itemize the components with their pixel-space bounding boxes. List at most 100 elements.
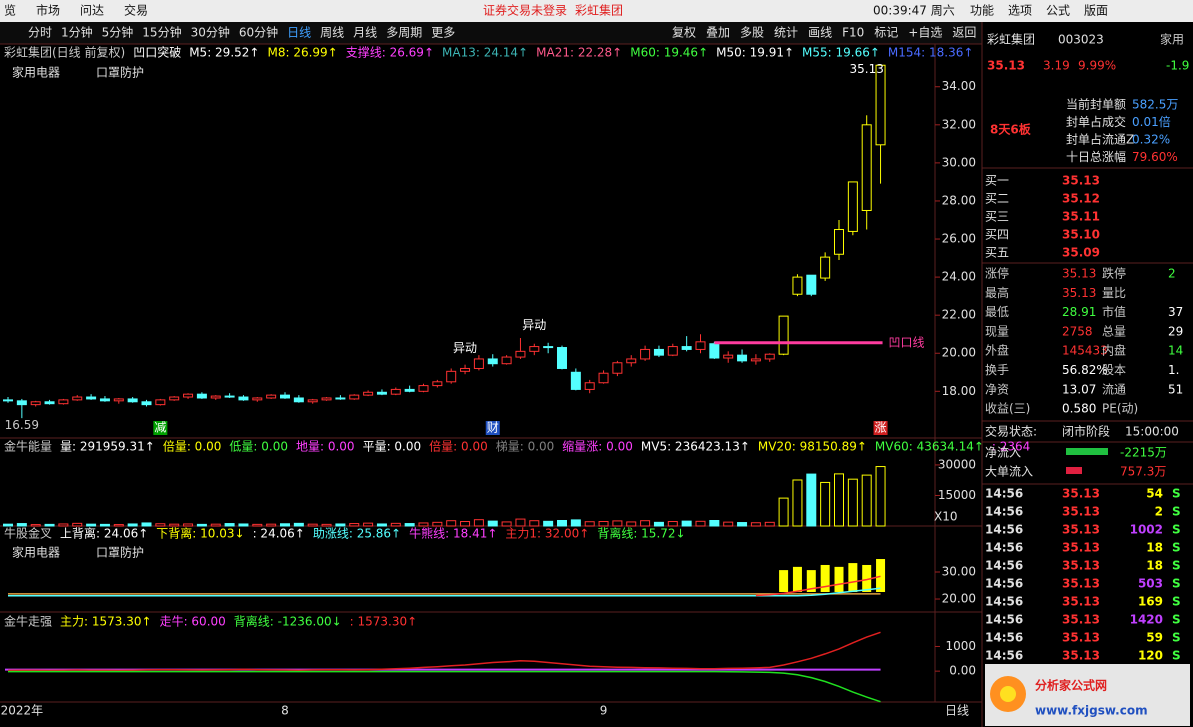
toolbar-button[interactable]: 复权 — [672, 26, 696, 40]
volume-bar — [709, 520, 720, 527]
tick-volume: 169 — [1138, 595, 1163, 609]
menu-item[interactable]: 问达 — [80, 4, 104, 18]
stock-name: 彩虹集团 — [987, 32, 1035, 47]
tick-side: S — [1172, 487, 1181, 501]
signal-bar — [806, 570, 816, 592]
indicator-label: M154: 18.36↑ — [888, 46, 974, 60]
tick-side: S — [1172, 541, 1181, 555]
toolbar-button[interactable]: 叠加 — [706, 26, 730, 40]
indicator-label: 平量: 0.00 — [363, 440, 422, 454]
seal-value: 79.60% — [1132, 150, 1178, 164]
indicator-label: M50: 19.91↑ — [716, 46, 794, 60]
menu-item[interactable]: 览 — [4, 3, 16, 18]
sector-tag: 口罩防护 — [96, 545, 144, 560]
volume-bar — [806, 473, 817, 527]
volume-bar — [792, 479, 803, 527]
candle-body — [612, 362, 623, 374]
stat-cell: 35.13 — [1062, 267, 1096, 281]
menu-item[interactable]: 市场 — [36, 3, 60, 18]
candle-body — [847, 181, 858, 232]
seal-value: 0.01倍 — [1132, 114, 1171, 129]
clock: 00:39:47 周六 — [873, 4, 955, 18]
indicator-label: M55: 19.66↑ — [802, 46, 880, 60]
logo-url: www.fxjgsw.com — [1035, 704, 1148, 718]
menu-item[interactable]: 版面 — [1084, 4, 1108, 18]
volume-bar — [501, 521, 512, 527]
period-tab[interactable]: 60分钟 — [239, 25, 278, 40]
candle-body — [363, 391, 374, 396]
peer-change: -1.9 — [1166, 59, 1189, 73]
status-cell: 闭市阶段 — [1062, 424, 1110, 439]
tick-price: 35.13 — [1062, 631, 1100, 645]
tick-side: S — [1172, 613, 1181, 627]
indicator-label: 低量: 0.00 — [229, 440, 288, 454]
volume-bar — [515, 518, 526, 527]
volume-bar — [127, 523, 138, 527]
period-tab[interactable]: 日线 — [287, 26, 311, 40]
volume-bar — [820, 481, 831, 527]
toolbar-button[interactable]: F10 — [842, 26, 864, 40]
volume-bar — [847, 478, 858, 527]
tick-side: S — [1172, 523, 1181, 537]
candle-body — [681, 346, 692, 350]
logo-icon — [1000, 686, 1016, 702]
menu-item[interactable]: 功能 — [970, 4, 994, 18]
volume-bar — [418, 522, 429, 527]
event-badge — [485, 421, 500, 435]
status-cell: 交易状态: — [985, 424, 1037, 439]
candle-body — [737, 354, 748, 362]
candle-body — [86, 396, 97, 400]
last-price: 35.13 — [987, 59, 1025, 73]
menu-item[interactable]: 选项 — [1008, 4, 1032, 18]
annotation: 异动 — [453, 341, 477, 355]
period-tab[interactable]: 5分钟 — [102, 25, 134, 40]
tick-volume: 2 — [1155, 505, 1163, 519]
toolbar-button[interactable]: 统计 — [774, 26, 798, 40]
toolbar-button[interactable]: 画线 — [808, 26, 832, 40]
candle-body — [501, 356, 512, 365]
volume-bar — [626, 521, 637, 527]
menu-item[interactable]: 公式 — [1046, 4, 1070, 18]
indicator-label: 量: 291959.31↑ — [60, 440, 155, 454]
toolbar-button[interactable]: 标记 — [874, 26, 898, 40]
signal-bar — [848, 563, 858, 592]
indicator-label: 主力1: 32.00↑ — [505, 527, 589, 541]
period-tab[interactable]: 分时 — [28, 26, 52, 40]
toolbar-button[interactable]: 多股 — [740, 26, 764, 40]
period-tab[interactable]: 多周期 — [386, 26, 422, 40]
candle-body — [473, 358, 484, 369]
period-tab[interactable]: 月线 — [353, 26, 377, 40]
bid-price: 35.11 — [1062, 210, 1100, 224]
period-tab[interactable]: 1分钟 — [61, 25, 93, 40]
period-tab[interactable]: 更多 — [431, 26, 455, 40]
event-label: 涨 — [875, 420, 887, 435]
period-tab[interactable]: 15分钟 — [142, 25, 181, 40]
toolbar-button[interactable]: 返回 — [952, 26, 976, 40]
tick-price: 35.13 — [1062, 487, 1100, 501]
bid-label: 买五 — [985, 246, 1009, 260]
volume-bar — [58, 523, 69, 527]
event-label: 财 — [487, 421, 499, 435]
annotation: 16.59 — [5, 418, 39, 432]
period-tab[interactable]: 30分钟 — [191, 25, 230, 40]
stat-cell: 37 — [1168, 305, 1183, 319]
indicator-label: MV60: 43634.14↑ — [875, 440, 984, 454]
candle-body — [460, 367, 471, 372]
board-count: 8天6板 — [990, 122, 1032, 137]
candle-body — [169, 396, 180, 401]
price-change: 3.19 — [1043, 59, 1070, 73]
y-tick-label: 28.00 — [942, 193, 976, 207]
volume-bar — [224, 523, 235, 527]
stat-cell: PE(动) — [1102, 402, 1138, 416]
menu-item[interactable]: 交易 — [124, 3, 148, 18]
candle-body — [875, 64, 886, 146]
candle-body — [778, 315, 789, 355]
stat-cell: 净资 — [985, 382, 1009, 396]
period-tab[interactable]: 周线 — [320, 26, 344, 40]
indicator-label: : 2364 — [992, 440, 1030, 454]
indicator-label: 走牛: 60.00 — [160, 614, 226, 629]
sector-tag: 家用电器 — [12, 545, 60, 560]
tick-time: 14:56 — [985, 577, 1023, 591]
toolbar-button[interactable]: +自选 — [908, 26, 942, 40]
stat-cell: 内盘 — [1102, 343, 1126, 358]
